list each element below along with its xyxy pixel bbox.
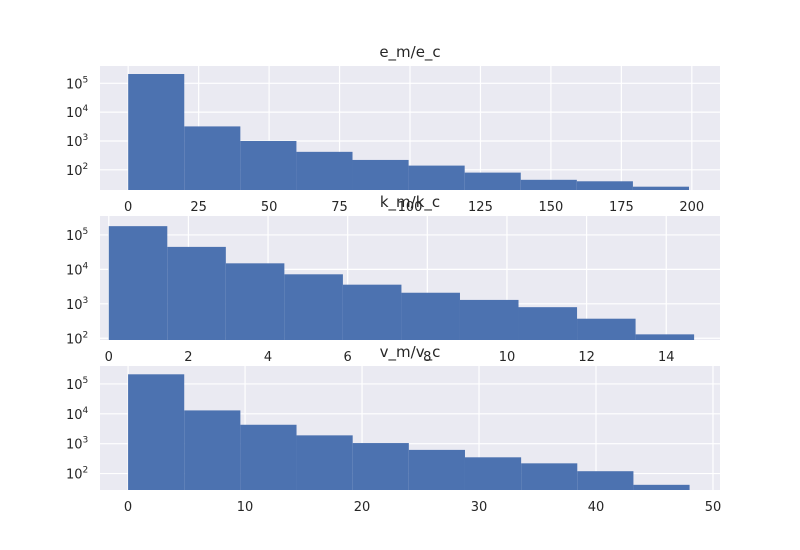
histogram-bar [408, 165, 465, 190]
histogram-bar [167, 246, 226, 340]
y-tick-label: 102 [66, 330, 88, 347]
x-tick-label: 125 [468, 200, 493, 215]
x-tick-label: 175 [609, 200, 634, 215]
y-tick-label: 105 [66, 75, 88, 92]
x-tick-label: 2 [184, 350, 192, 365]
histogram-bar [520, 179, 577, 190]
histogram-bar [577, 318, 636, 340]
histogram-bar [296, 151, 353, 190]
histogram-bar [184, 126, 241, 190]
histogram-bar [352, 443, 409, 490]
histogram-bar [632, 186, 689, 190]
y-tick-label: 105 [66, 227, 88, 244]
histogram-bar [521, 463, 578, 490]
x-tick-label: 0 [124, 200, 132, 215]
histogram-bar [284, 274, 343, 340]
histogram-bar [577, 471, 634, 490]
y-tick-label: 104 [66, 104, 89, 121]
histogram-bar [240, 424, 297, 490]
histogram-bar [576, 181, 633, 190]
subplot-title: k_m/k_c [380, 193, 440, 212]
histogram-bar [240, 140, 297, 190]
x-tick-label: 100 [398, 200, 423, 215]
histogram-bar [401, 292, 460, 340]
histogram-bar [633, 484, 690, 490]
subplot-title: e_m/e_c [379, 43, 440, 62]
x-tick-label: 0 [105, 350, 113, 365]
histogram-bar [459, 299, 519, 340]
y-tick-label: 103 [66, 436, 88, 453]
histogram-bar [184, 410, 241, 490]
histogram-bar [408, 449, 465, 490]
x-tick-label: 30 [471, 500, 488, 515]
histogram-bar [464, 457, 522, 490]
x-tick-label: 50 [261, 200, 278, 215]
subplot-2: 0 2 4 6 8 10 12 14 102 103 104 105 k_m/k_c [66, 193, 720, 365]
histogram-bar [296, 435, 353, 490]
x-tick-label: 150 [538, 200, 563, 215]
x-tick-label: 0 [124, 500, 132, 515]
histogram-bar [635, 334, 695, 340]
x-tick-label: 25 [190, 200, 207, 215]
y-tick-label: 102 [66, 466, 88, 483]
y-tick-label: 104 [66, 406, 89, 423]
x-tick-label: 200 [679, 200, 704, 215]
x-tick-label: 10 [237, 500, 254, 515]
histogram-bar [464, 172, 521, 190]
x-tick-label: 8 [423, 350, 431, 365]
histogram-bar [128, 74, 185, 190]
histogram-bar [518, 307, 578, 340]
x-tick-label: 40 [588, 500, 605, 515]
x-tick-label: 4 [264, 350, 272, 365]
y-tick-label: 105 [66, 376, 88, 393]
y-tick-label: 104 [66, 261, 89, 278]
x-tick-label: 50 [705, 500, 722, 515]
histogram-bar [128, 374, 185, 490]
x-tick-label: 6 [344, 350, 352, 365]
x-tick-label: 12 [578, 350, 595, 365]
y-tick-label: 103 [66, 296, 88, 313]
y-tick-label: 103 [66, 133, 88, 150]
x-tick-label: 14 [658, 350, 675, 365]
subplot-1: 0 25 50 75 100 125 150 175 200 102 103 104 105 e_m/e_… [66, 43, 720, 215]
x-tick-label: 10 [499, 350, 516, 365]
histogram-bar [108, 226, 168, 340]
x-tick-label: 20 [354, 500, 371, 515]
histogram-bar [342, 284, 402, 340]
histogram-bar [352, 159, 409, 190]
x-tick-label: 75 [331, 200, 348, 215]
subplot-title: v_m/v_c [380, 343, 441, 362]
histogram-bar [225, 263, 285, 340]
y-tick-label: 102 [66, 162, 88, 179]
